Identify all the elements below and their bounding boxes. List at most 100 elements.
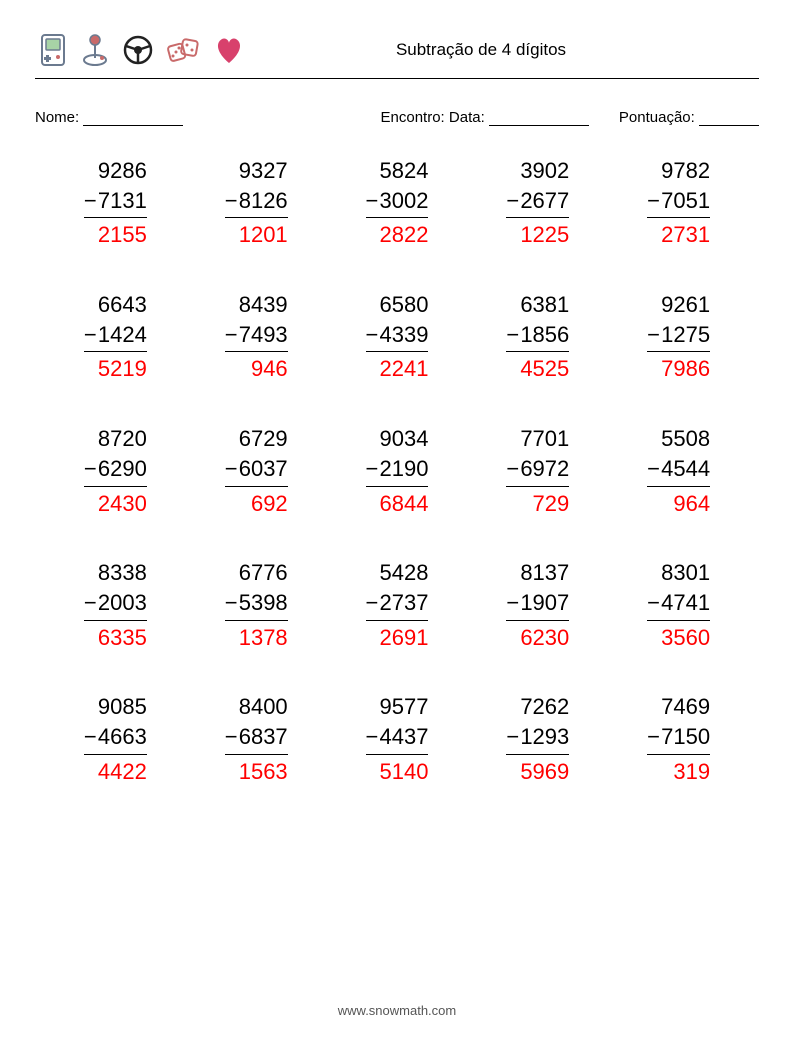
answer: 2691: [366, 621, 429, 653]
minuend: 5824: [366, 156, 429, 186]
subtrahend-row: −1856: [506, 320, 569, 353]
problem: 3902−26771225: [467, 156, 608, 250]
minuend: 8301: [647, 558, 710, 588]
answer: 1563: [225, 755, 288, 787]
subtrahend: 7493: [239, 322, 288, 347]
subtrahend: 8126: [239, 188, 288, 213]
subtrahend: 1907: [520, 590, 569, 615]
subtrahend-row: −6972: [506, 454, 569, 487]
subtrahend-row: −2677: [506, 186, 569, 219]
minuend: 7701: [506, 424, 569, 454]
worksheet-title: Subtração de 4 dígitos: [246, 40, 756, 60]
meta-row: Nome: Encontro: Data: Pontuação:: [35, 109, 759, 126]
minus-sign: −: [225, 588, 239, 618]
minus-sign: −: [647, 588, 661, 618]
minuend: 9577: [366, 692, 429, 722]
problem: 8301−47413560: [608, 558, 749, 652]
subtrahend-row: −6037: [225, 454, 288, 487]
answer: 729: [506, 487, 569, 519]
subtrahend: 6290: [98, 456, 147, 481]
answer: 319: [647, 755, 710, 787]
problem: 7262−12935969: [467, 692, 608, 786]
subtrahend-row: −2190: [366, 454, 429, 487]
subtrahend: 2003: [98, 590, 147, 615]
subtrahend: 7051: [661, 188, 710, 213]
problem: 8338−20036335: [45, 558, 186, 652]
subtrahend-row: −8126: [225, 186, 288, 219]
subtrahend: 4663: [98, 724, 147, 749]
problem: 5428−27372691: [327, 558, 468, 652]
minuend: 7469: [647, 692, 710, 722]
minuend: 8137: [506, 558, 569, 588]
minuend: 7262: [506, 692, 569, 722]
answer: 5140: [366, 755, 429, 787]
minus-sign: −: [84, 454, 98, 484]
minuend: 8439: [225, 290, 288, 320]
answer: 6335: [84, 621, 147, 653]
minus-sign: −: [366, 186, 380, 216]
problem: 8439−7493946: [186, 290, 327, 384]
problem: 6776−53981378: [186, 558, 327, 652]
answer: 4422: [84, 755, 147, 787]
problem: 9327−81261201: [186, 156, 327, 250]
minus-sign: −: [647, 722, 661, 752]
minus-sign: −: [506, 454, 520, 484]
name-label: Nome:: [35, 109, 79, 126]
answer: 2241: [366, 352, 429, 384]
minuend: 6776: [225, 558, 288, 588]
subtrahend: 1275: [661, 322, 710, 347]
minus-sign: −: [84, 186, 98, 216]
subtrahend: 1856: [520, 322, 569, 347]
minuend: 9327: [225, 156, 288, 186]
problem: 8137−19076230: [467, 558, 608, 652]
subtrahend-row: −2737: [366, 588, 429, 621]
header: Subtração de 4 dígitos: [35, 30, 759, 79]
problem: 6580−43392241: [327, 290, 468, 384]
minuend: 5428: [366, 558, 429, 588]
date-blank[interactable]: [489, 110, 589, 126]
subtrahend: 7131: [98, 188, 147, 213]
subtrahend: 1424: [98, 322, 147, 347]
subtrahend: 4437: [380, 724, 429, 749]
problem: 5824−30022822: [327, 156, 468, 250]
name-blank[interactable]: [83, 110, 183, 126]
joystick-icon: [80, 34, 110, 66]
problem: 6381−18564525: [467, 290, 608, 384]
subtrahend-row: −2003: [84, 588, 147, 621]
minus-sign: −: [366, 588, 380, 618]
subtrahend: 7150: [661, 724, 710, 749]
problem: 5508−4544964: [608, 424, 749, 518]
problem: 9034−21906844: [327, 424, 468, 518]
problem: 9261−12757986: [608, 290, 749, 384]
gameboy-icon: [38, 34, 68, 66]
minuend: 9034: [366, 424, 429, 454]
score-blank[interactable]: [699, 110, 759, 126]
subtrahend: 1293: [520, 724, 569, 749]
minus-sign: −: [506, 320, 520, 350]
subtrahend-row: −1907: [506, 588, 569, 621]
subtrahend-row: −1293: [506, 722, 569, 755]
header-icons: [38, 34, 246, 66]
subtrahend: 6837: [239, 724, 288, 749]
subtrahend: 4339: [380, 322, 429, 347]
minuend: 6381: [506, 290, 569, 320]
answer: 2731: [647, 218, 710, 250]
problem: 7469−7150 319: [608, 692, 749, 786]
subtrahend-row: −4437: [366, 722, 429, 755]
minus-sign: −: [506, 186, 520, 216]
subtrahend-row: −3002: [366, 186, 429, 219]
subtrahend-row: −1275: [647, 320, 710, 353]
dice-icon: [166, 34, 200, 66]
problem: 8720−62902430: [45, 424, 186, 518]
subtrahend-row: −7051: [647, 186, 710, 219]
answer: 6230: [506, 621, 569, 653]
minus-sign: −: [647, 320, 661, 350]
subtrahend-row: −4339: [366, 320, 429, 353]
minuend: 9085: [84, 692, 147, 722]
subtrahend-row: −4544: [647, 454, 710, 487]
problem: 8400−68371563: [186, 692, 327, 786]
encounter-label: Encontro:: [381, 109, 445, 126]
minuend: 6729: [225, 424, 288, 454]
answer: 2430: [84, 487, 147, 519]
minuend: 8400: [225, 692, 288, 722]
